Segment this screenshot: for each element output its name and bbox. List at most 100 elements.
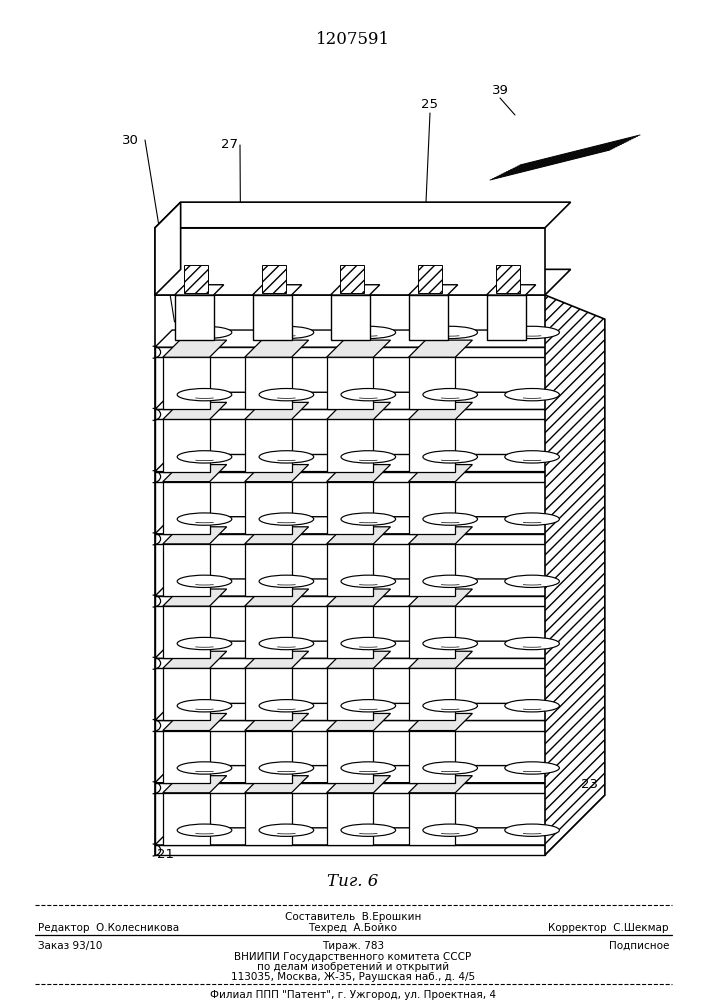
Text: 39: 39 xyxy=(491,84,508,97)
Ellipse shape xyxy=(423,762,477,774)
Text: Τиг. 6: Τиг. 6 xyxy=(327,874,379,890)
Ellipse shape xyxy=(505,326,559,339)
Text: ВНИИПИ Государственного комитета СССР: ВНИИПИ Государственного комитета СССР xyxy=(235,952,472,962)
Polygon shape xyxy=(163,465,227,482)
Polygon shape xyxy=(155,703,562,720)
Polygon shape xyxy=(245,589,308,606)
Ellipse shape xyxy=(423,575,477,587)
Polygon shape xyxy=(327,589,390,606)
Polygon shape xyxy=(545,295,605,855)
Polygon shape xyxy=(327,651,390,668)
Ellipse shape xyxy=(423,637,477,650)
Ellipse shape xyxy=(341,637,396,650)
Polygon shape xyxy=(155,766,562,783)
Ellipse shape xyxy=(259,762,314,774)
Text: Заказ 93/10: Заказ 93/10 xyxy=(38,941,103,951)
Polygon shape xyxy=(245,340,308,357)
Polygon shape xyxy=(409,606,455,658)
Text: 113035, Москва, Ж-35, Раушская наб., д. 4/5: 113035, Москва, Ж-35, Раушская наб., д. … xyxy=(231,972,475,982)
Polygon shape xyxy=(409,295,448,340)
Ellipse shape xyxy=(505,700,559,712)
Polygon shape xyxy=(155,472,545,482)
Polygon shape xyxy=(419,265,442,293)
Ellipse shape xyxy=(259,575,314,587)
Polygon shape xyxy=(163,544,209,596)
Ellipse shape xyxy=(259,388,314,401)
Ellipse shape xyxy=(259,451,314,463)
Text: Подписное: Подписное xyxy=(609,941,669,951)
Polygon shape xyxy=(486,285,536,295)
Ellipse shape xyxy=(423,451,477,463)
Ellipse shape xyxy=(341,824,396,836)
Polygon shape xyxy=(262,265,286,293)
Polygon shape xyxy=(155,828,562,845)
Ellipse shape xyxy=(177,700,232,712)
Polygon shape xyxy=(327,465,390,482)
Ellipse shape xyxy=(177,513,232,525)
Polygon shape xyxy=(155,534,545,544)
Ellipse shape xyxy=(177,326,232,339)
Polygon shape xyxy=(155,783,545,793)
Polygon shape xyxy=(245,606,291,658)
Polygon shape xyxy=(245,527,308,544)
Ellipse shape xyxy=(505,388,559,401)
Ellipse shape xyxy=(177,575,232,587)
Polygon shape xyxy=(409,713,472,731)
Polygon shape xyxy=(163,776,227,793)
Polygon shape xyxy=(327,713,390,731)
Polygon shape xyxy=(155,579,562,596)
Polygon shape xyxy=(163,793,209,845)
Polygon shape xyxy=(409,731,455,783)
Ellipse shape xyxy=(259,326,314,339)
Polygon shape xyxy=(163,340,227,357)
Text: 40: 40 xyxy=(187,808,204,822)
Polygon shape xyxy=(245,668,291,720)
Polygon shape xyxy=(155,202,571,228)
Polygon shape xyxy=(409,402,472,419)
Ellipse shape xyxy=(259,824,314,836)
Polygon shape xyxy=(327,668,373,720)
Polygon shape xyxy=(163,731,209,783)
Ellipse shape xyxy=(341,326,396,339)
Polygon shape xyxy=(496,265,520,293)
Ellipse shape xyxy=(423,824,477,836)
Polygon shape xyxy=(163,713,227,731)
Text: Тираж. 783: Тираж. 783 xyxy=(322,941,384,951)
Polygon shape xyxy=(327,731,373,783)
Polygon shape xyxy=(245,357,291,409)
Ellipse shape xyxy=(423,388,477,401)
Polygon shape xyxy=(327,776,390,793)
Polygon shape xyxy=(245,713,308,731)
Ellipse shape xyxy=(341,388,396,401)
Polygon shape xyxy=(155,269,571,295)
Polygon shape xyxy=(155,347,545,357)
Polygon shape xyxy=(155,228,545,295)
Ellipse shape xyxy=(177,451,232,463)
Ellipse shape xyxy=(259,513,314,525)
Polygon shape xyxy=(409,589,472,606)
Polygon shape xyxy=(185,265,208,293)
Polygon shape xyxy=(409,668,455,720)
Polygon shape xyxy=(155,454,562,472)
Polygon shape xyxy=(340,265,363,293)
Polygon shape xyxy=(245,793,291,845)
Ellipse shape xyxy=(341,513,396,525)
Text: 20: 20 xyxy=(372,238,388,251)
Ellipse shape xyxy=(177,762,232,774)
Text: 21: 21 xyxy=(156,848,173,861)
Polygon shape xyxy=(163,482,209,534)
Text: 39: 39 xyxy=(267,824,284,836)
Polygon shape xyxy=(327,357,373,409)
Polygon shape xyxy=(163,357,209,409)
Polygon shape xyxy=(409,465,472,482)
Ellipse shape xyxy=(341,762,396,774)
Text: 23: 23 xyxy=(581,778,599,792)
Polygon shape xyxy=(486,295,525,340)
Ellipse shape xyxy=(177,637,232,650)
Text: Филиал ППП "Патент", г. Ужгород, ул. Проектная, 4: Филиал ППП "Патент", г. Ужгород, ул. Про… xyxy=(210,990,496,1000)
Polygon shape xyxy=(175,285,223,295)
Polygon shape xyxy=(409,793,455,845)
Polygon shape xyxy=(155,517,562,534)
Polygon shape xyxy=(155,720,545,731)
Polygon shape xyxy=(327,340,390,357)
